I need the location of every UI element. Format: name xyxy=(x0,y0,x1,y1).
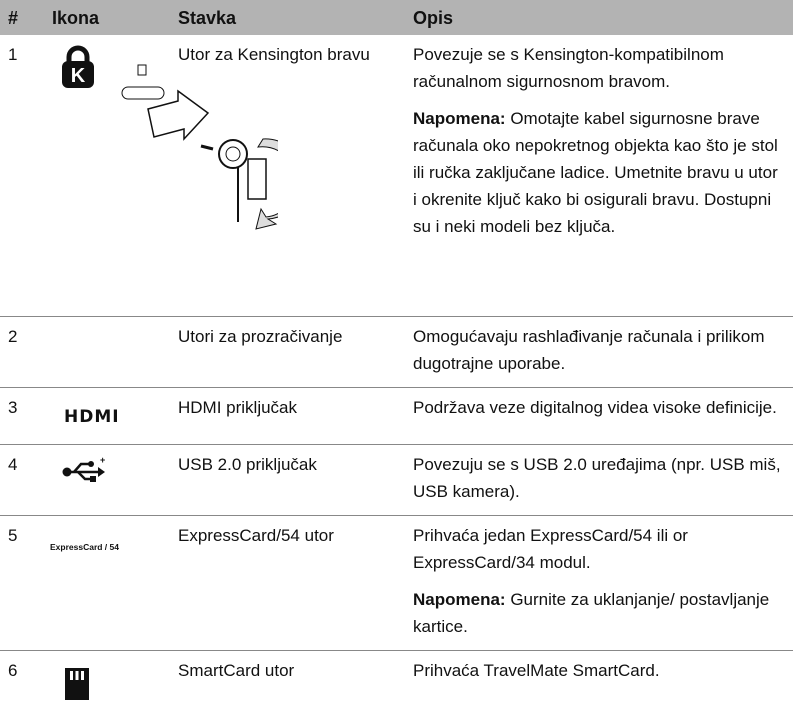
row-item: ExpressCard/54 utor xyxy=(170,515,405,651)
row-icon xyxy=(44,316,170,388)
paragraph-text: Omogućavaju rashlađivanje računala i pri… xyxy=(413,326,765,373)
paragraph-text: Povezuje se s Kensington-kompatibilnom r… xyxy=(413,45,724,91)
row-number: 3 xyxy=(0,387,44,445)
table-row: 4 + USB 2.0 priključak Povezuju se s USB 2.… xyxy=(0,444,793,516)
icon: + xyxy=(62,455,105,482)
paragraph: Povezuje se s Kensington-kompatibilnom r… xyxy=(413,41,785,95)
column-header: # xyxy=(0,0,44,35)
row-item: Utori za prozračivanje xyxy=(170,316,405,388)
paragraph: Napomena: Omotajte kabel sigurnosne brav… xyxy=(413,105,785,240)
paragraph: Prihvaća jedan ExpressCard/54 ili or Exp… xyxy=(413,522,785,576)
page: # Ikona Stavka Opis 1 K Utor za Kensington b… xyxy=(0,0,793,700)
note-label: Napomena: xyxy=(413,109,506,128)
table-row: 5 ExpressCard / 54 ExpressCard/54 utor Prih… xyxy=(0,515,793,651)
table-row: 6 SmartCard utor Prihvaća TravelMate Smart… xyxy=(0,650,793,717)
column-header: Opis xyxy=(405,0,793,35)
paragraph: Omogućavaju rashlađivanje računala i pri… xyxy=(413,323,785,377)
paragraph: Napomena: Gurnite za uklanjanje/ postavl… xyxy=(413,586,785,640)
row-number: 6 xyxy=(8,660,18,680)
table-row: 3 HDMI HDMI priključak Podržava veze digita… xyxy=(0,387,793,445)
row-number: 1 xyxy=(0,35,44,317)
table-body: 1 K Utor za Kensington bravu Povezuje se s… xyxy=(0,35,793,717)
svg-text:K: K xyxy=(71,65,86,87)
paragraph-text: Podržava veze digitalnog videa visoke de… xyxy=(413,397,777,417)
row-icon xyxy=(44,650,170,717)
row-number: 4 xyxy=(0,444,44,516)
paragraph-text: Prihvaća jedan ExpressCard/54 ili or Exp… xyxy=(413,525,688,572)
row-icon: + xyxy=(44,444,170,516)
row-number: 2 xyxy=(0,316,44,388)
row-item: Utor za Kensington bravu xyxy=(170,35,405,317)
paragraph-text: Omotajte kabel sigurnosne brave računala… xyxy=(413,109,778,236)
svg-text:+: + xyxy=(100,457,105,465)
row-description: Povezuje se s Kensington-kompatibilnom r… xyxy=(405,35,793,317)
row-item: SmartCard utor xyxy=(178,660,295,680)
row-icon: ExpressCard / 54 xyxy=(44,515,170,651)
table-row: 1 K Utor za Kensington bravu Povezuje se s… xyxy=(0,35,793,317)
table-row: 2 Utori za prozračivanje Omogućavaju rashl… xyxy=(0,316,793,388)
paragraph: Prihvaća TravelMate SmartCard. xyxy=(413,657,785,684)
row-item: USB 2.0 priključak xyxy=(170,444,405,516)
paragraph-text: Prihvaća TravelMate SmartCard. xyxy=(413,660,660,680)
icon-text: HDMI xyxy=(64,406,120,427)
icon xyxy=(65,667,89,700)
note-label: Napomena: xyxy=(413,589,506,609)
paragraph: Povezuju se s USB 2.0 uređajima (npr. US… xyxy=(413,451,785,505)
column-header: Ikona xyxy=(44,0,170,35)
header-row: # Ikona Stavka Opis xyxy=(0,0,793,35)
row-description: Prihvaća TravelMate SmartCard. xyxy=(405,650,793,717)
row-number: 5 xyxy=(0,515,44,651)
icon xyxy=(121,64,278,230)
row-icon: K xyxy=(44,35,278,317)
row-description: Podržava veze digitalnog videa visoke de… xyxy=(405,387,793,445)
paragraph: Podržava veze digitalnog videa visoke de… xyxy=(413,394,785,421)
icon: K xyxy=(62,45,94,88)
row-description: Omogućavaju rashlađivanje računala i pri… xyxy=(405,316,793,388)
row-description: Prihvaća jedan ExpressCard/54 ili or Exp… xyxy=(405,515,793,651)
row-icon: HDMI xyxy=(44,387,170,445)
column-header: Stavka xyxy=(170,0,405,35)
row-description: Povezuju se s USB 2.0 uređajima (npr. US… xyxy=(405,444,793,516)
paragraph-text: Gurnite za uklanjanje/ postavljanje kart… xyxy=(413,589,770,636)
paragraph-text: Povezuju se s USB 2.0 uređajima (npr. US… xyxy=(413,454,781,501)
icon-text: ExpressCard / 54 xyxy=(50,541,119,552)
row-item: HDMI priključak xyxy=(170,387,405,445)
